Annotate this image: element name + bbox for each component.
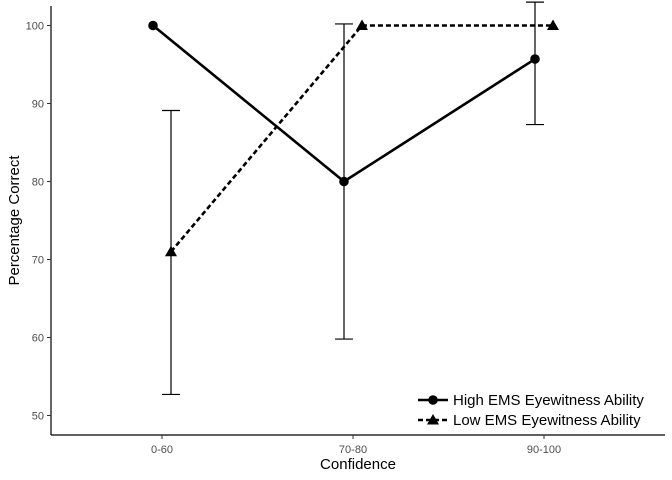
- axes: [50, 6, 665, 436]
- y-axis-title: Percentage Correct: [6, 155, 23, 286]
- y-axis-ticks: 50 60 70 80 90 100: [26, 21, 51, 423]
- legend-key-circle-marker: [428, 395, 438, 405]
- y-tick-label: 100: [26, 21, 44, 33]
- y-tick-label: 60: [32, 333, 44, 345]
- data-point-triangle: [547, 19, 559, 30]
- x-tick-label: 90-100: [527, 444, 561, 456]
- legend-label-high: High EMS Eyewitness Ability: [453, 392, 644, 409]
- y-tick-label: 90: [32, 99, 44, 111]
- data-point-circle: [148, 20, 158, 31]
- x-axis-title: Confidence: [320, 456, 396, 473]
- error-bars: [162, 1, 544, 396]
- y-tick-label: 50: [32, 411, 44, 423]
- series-line-low: [170, 24, 553, 253]
- data-point-triangle: [356, 19, 368, 30]
- x-tick-label: 70-80: [339, 444, 367, 456]
- x-axis-ticks: 0-60 70-80 90-100: [151, 435, 561, 456]
- series-lines: [152, 24, 553, 253]
- legend: High EMS Eyewitness Ability Low EMS Eyew…: [418, 392, 644, 429]
- y-tick-label: 70: [32, 255, 44, 267]
- legend-label-low: Low EMS Eyewitness Ability: [453, 412, 641, 429]
- x-tick-label: 0-60: [151, 444, 173, 456]
- legend-key-triangle-marker: [427, 414, 439, 425]
- data-point-circle: [339, 176, 349, 187]
- data-points: [148, 19, 559, 257]
- y-tick-label: 80: [32, 177, 44, 189]
- data-point-circle: [530, 54, 540, 64]
- data-point-triangle: [165, 245, 177, 257]
